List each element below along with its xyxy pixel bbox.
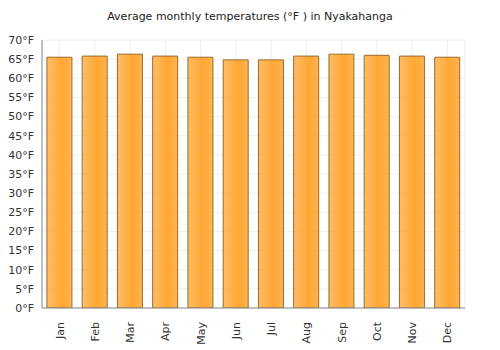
svg-text:35°F: 35°F: [8, 168, 34, 181]
html-text:Average monthly temperatures (: Average monthly temperatures (°F ) in Ny…: [107, 10, 393, 23]
svg-text:60°F: 60°F: [8, 72, 34, 85]
svg-text:Jul: Jul: [265, 322, 278, 336]
svg-text:45°F: 45°F: [8, 130, 34, 143]
svg-text:Aug: Aug: [300, 322, 313, 343]
svg-text:25°F: 25°F: [8, 206, 34, 219]
svg-text:15°F: 15°F: [8, 244, 34, 257]
svg-text:Dec: Dec: [441, 322, 454, 343]
svg-text:Nov: Nov: [406, 322, 419, 344]
svg-text:0°F: 0°F: [15, 302, 34, 315]
svg-text:Oct: Oct: [371, 321, 384, 341]
svg-text:50°F: 50°F: [8, 110, 34, 123]
svg-text:30°F: 30°F: [8, 187, 34, 200]
svg-text:70°F: 70°F: [8, 34, 34, 47]
svg-text:Mar: Mar: [124, 322, 137, 343]
svg-text:Feb: Feb: [89, 322, 102, 341]
svg-text:55°F: 55°F: [8, 91, 34, 104]
svg-text:10°F: 10°F: [8, 264, 34, 277]
svg-text:20°F: 20°F: [8, 225, 34, 238]
svg-text:5°F: 5°F: [15, 283, 34, 296]
svg-text:Jan: Jan: [54, 322, 67, 340]
svg-text:Jun: Jun: [230, 322, 243, 340]
svg-text:Sep: Sep: [336, 322, 349, 343]
svg-text:40°F: 40°F: [8, 149, 34, 162]
svg-text:Apr: Apr: [159, 322, 172, 342]
svg-text:May: May: [195, 322, 208, 345]
svg-text:65°F: 65°F: [8, 53, 34, 66]
